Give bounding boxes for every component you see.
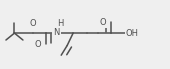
Text: O: O — [30, 19, 36, 28]
Text: O: O — [34, 40, 41, 49]
Text: OH: OH — [126, 29, 139, 38]
Text: H: H — [57, 19, 64, 28]
Text: N: N — [53, 28, 59, 37]
Text: O: O — [100, 18, 106, 27]
